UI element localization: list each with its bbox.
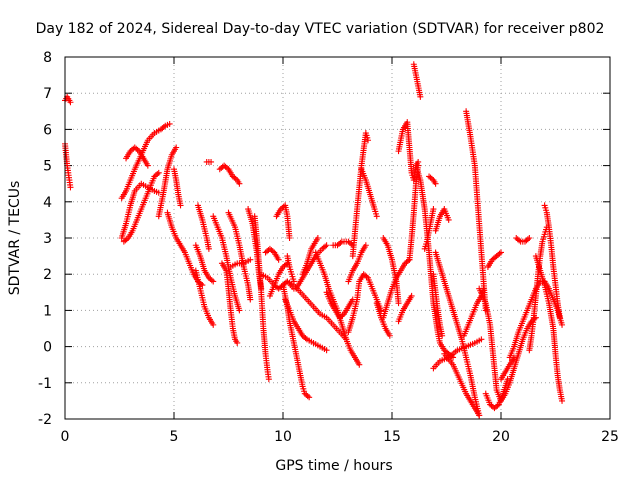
data-point	[247, 256, 254, 263]
data-point	[430, 206, 437, 213]
y-tick-label: 0	[43, 340, 52, 356]
data-point	[432, 180, 439, 187]
x-tick-label: 5	[170, 429, 179, 445]
plot-frame	[64, 56, 611, 420]
data-point	[275, 256, 282, 263]
x-tick-label: 15	[383, 429, 401, 445]
data-point	[445, 216, 452, 223]
data-point	[373, 213, 380, 220]
data-point	[155, 169, 162, 176]
y-tick-label: 4	[43, 195, 52, 211]
data-point	[504, 376, 511, 383]
data-point	[498, 249, 504, 256]
data-point	[356, 361, 363, 368]
y-tick-label: 6	[43, 122, 52, 138]
y-tick-label: 3	[43, 231, 52, 247]
data-point	[559, 397, 566, 404]
x-axis-label: GPS time / hours	[275, 458, 392, 474]
data-point	[67, 184, 74, 191]
data-point	[386, 332, 393, 339]
y-tick-label: 7	[43, 86, 52, 102]
data-point	[556, 314, 563, 321]
data-point	[210, 278, 217, 285]
data-point	[166, 120, 173, 127]
x-tick-labels: 0 5 10 15 20 25	[61, 429, 619, 445]
data-point	[526, 235, 533, 241]
data-point	[210, 321, 217, 328]
data-point	[286, 235, 293, 241]
data-point	[395, 300, 402, 307]
data-point	[478, 336, 485, 343]
data-point	[177, 202, 184, 209]
data-point	[323, 242, 330, 249]
y-tick-labels: -2 -1 0 1 2 3 4 5 6 7 8	[38, 50, 52, 428]
y-tick-label: 1	[43, 303, 52, 319]
y-tick-label: 5	[43, 159, 52, 175]
data-point	[67, 99, 74, 106]
data-point	[236, 180, 243, 187]
data-point	[208, 158, 215, 165]
x-tick-label: 0	[61, 429, 70, 445]
data-point	[144, 162, 151, 169]
y-tick-label: -2	[38, 412, 52, 428]
data-point	[205, 245, 212, 252]
data-point	[306, 394, 313, 401]
data-point	[439, 332, 446, 339]
y-axis-label: SDTVAR / TECUs	[7, 181, 23, 296]
data-point	[559, 321, 566, 328]
data-point	[476, 412, 483, 419]
data-point	[173, 144, 180, 151]
data-point	[236, 307, 243, 314]
data-point	[365, 137, 372, 144]
data-point	[323, 347, 330, 354]
data-point	[247, 296, 254, 303]
data-point	[314, 235, 321, 241]
data-point	[265, 376, 272, 383]
y-tick-label: 2	[43, 267, 52, 283]
data-point	[362, 242, 369, 249]
chart-title: Day 182 of 2024, Sidereal Day-to-day VTE…	[36, 21, 605, 37]
data-series-tracks	[62, 61, 566, 419]
data-point	[417, 93, 424, 100]
data-point	[408, 292, 415, 299]
y-tick-label: -1	[38, 376, 52, 392]
x-tick-label: 25	[601, 429, 619, 445]
x-tick-label: 10	[274, 429, 292, 445]
x-tick-label: 20	[492, 429, 510, 445]
y-tick-label: 8	[43, 50, 52, 66]
data-point	[234, 339, 241, 346]
data-point	[199, 282, 206, 289]
